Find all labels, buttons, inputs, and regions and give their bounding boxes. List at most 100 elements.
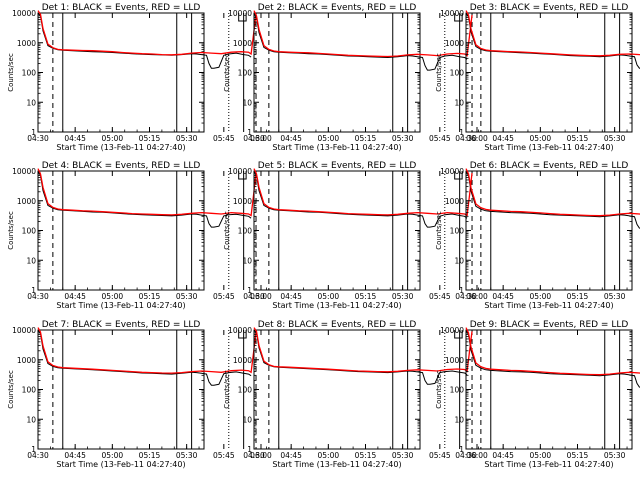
series-lld-line [37,168,257,217]
x-tick-label: 05:30 [392,292,414,301]
x-tick-label: 05:15 [139,292,161,301]
y-tick-label: 10 [242,98,252,107]
x-tick-label: 05:30 [176,451,198,460]
x-tick-label: 05:00 [318,292,340,301]
y-tick-label: 1 [31,286,36,295]
x-axis-label: Start Time (13-Feb-11 04:27:40) [272,460,401,469]
x-tick-label: 05:30 [604,292,626,301]
y-tick-label: 1 [31,128,36,137]
x-tick-label: 04:30 [27,451,49,460]
y-tick-label: 10 [26,256,36,265]
x-tick-label: 05:15 [355,292,377,301]
x-tick-label: 06:00 [466,451,488,460]
x-axis-label: Start Time (13-Feb-11 04:27:40) [484,460,613,469]
series-events-line [465,329,640,388]
y-tick-label: 1000 [445,197,464,206]
y-tick-label: 10 [26,415,36,424]
y-tick-label: 100 [238,386,253,395]
x-tick-label: 06:00 [466,292,488,301]
panel-det-2: Det 2: BLACK = Events, RED = LLD11010010… [223,3,488,152]
y-tick-label: 10000 [12,326,36,335]
y-tick-label: 100 [238,227,253,236]
panel-title: Det 8: BLACK = Events, RED = LLD [258,320,417,330]
x-tick-label: 05:30 [176,292,198,301]
y-tick-label: 1000 [17,39,36,48]
saa-bracket [454,13,463,22]
x-tick-label: 04:30 [243,134,265,143]
y-tick-label: 1000 [233,39,252,48]
x-tick-label: 05:00 [530,134,552,143]
panel-title: Det 2: BLACK = Events, RED = LLD [258,3,417,13]
saa-bracket [454,330,463,339]
x-axis-label: Start Time (13-Feb-11 04:27:40) [272,143,401,152]
x-tick-label: 05:15 [567,292,589,301]
x-axis-label: Start Time (13-Feb-11 04:27:40) [56,143,185,152]
y-tick-label: 1 [247,286,252,295]
x-tick-label: 05:45 [213,451,235,460]
y-tick-label: 1000 [233,356,252,365]
series-lld-line [465,327,640,376]
x-tick-label: 06:00 [250,292,272,301]
panel-title: Det 1: BLACK = Events, RED = LLD [42,3,201,13]
y-axis-label: Counts/sec [7,370,15,409]
x-tick-label: 05:30 [176,134,198,143]
x-tick-label: 05:00 [102,451,124,460]
x-tick-label: 06:00 [250,451,272,460]
x-tick-label: 05:45 [213,134,235,143]
series-lld-line [253,327,473,373]
x-tick-label: 04:45 [64,292,86,301]
panel-title: Det 4: BLACK = Events, RED = LLD [42,161,201,171]
x-axis-label: Start Time (13-Feb-11 04:27:40) [272,301,401,310]
y-tick-label: 10000 [12,167,36,176]
x-tick-label: 04:45 [280,451,302,460]
y-tick-label: 10 [242,415,252,424]
x-axis-label: Start Time (13-Feb-11 04:27:40) [56,301,185,310]
y-tick-label: 10000 [228,167,252,176]
x-tick-label: 05:00 [318,134,340,143]
x-tick-label: 05:30 [604,451,626,460]
panel-det-8: Det 8: BLACK = Events, RED = LLD 1 10 100 10… [223,320,488,469]
y-tick-label: 100 [22,386,37,395]
x-tick-label: 05:45 [429,292,451,301]
x-tick-label: 05:30 [392,451,414,460]
y-tick-label: 1000 [445,39,464,48]
series-events-line [465,170,640,229]
y-tick-label: 100 [22,227,37,236]
x-tick-label: 04:30 [243,451,265,460]
saa-bracket [238,330,247,339]
x-tick-label: 04:45 [492,451,514,460]
y-tick-label: 1 [459,445,464,454]
x-axis-label: Start Time (13-Feb-11 04:27:40) [484,143,613,152]
series-lld-line [465,168,640,217]
y-tick-label: 1 [31,445,36,454]
y-axis-label: Counts/sec [223,211,231,250]
y-tick-label: 10000 [12,9,36,18]
y-tick-label: 10000 [228,9,252,18]
y-tick-label: 1 [247,128,252,137]
y-axis-label: Counts/sec [223,370,231,409]
y-tick-label: 100 [450,227,465,236]
x-tick-label: 04:45 [280,292,302,301]
x-tick-label: 05:15 [567,451,589,460]
y-tick-label: 10 [454,98,464,107]
series-lld-line [37,10,257,56]
x-tick-label: 04:30 [243,292,265,301]
x-tick-label: 04:30 [27,134,49,143]
series-lld-line [37,327,257,374]
panel-title: Det 3: BLACK = Events, RED = LLD [470,3,629,13]
x-tick-label: 05:45 [213,292,235,301]
x-tick-label: 05:00 [530,292,552,301]
panel-det-6: Det 6: BLACK = Events, RED = LLD 1 10 100 10… [435,161,640,310]
x-tick-label: 04:45 [492,292,514,301]
panel-title: Det 5: BLACK = Events, RED = LLD [258,161,417,171]
panel-det-1: Det 1: BLACK = Events, RED = LLD11010010… [7,3,272,152]
y-tick-label: 100 [450,386,465,395]
x-tick-label: 05:00 [530,451,552,460]
x-tick-label: 05:00 [318,451,340,460]
panel-title: Det 7: BLACK = Events, RED = LLD [42,320,201,330]
x-tick-label: 05:15 [355,134,377,143]
y-tick-label: 10 [26,98,36,107]
y-tick-label: 10000 [228,326,252,335]
y-tick-label: 10000 [440,9,464,18]
x-tick-label: 05:00 [102,292,124,301]
